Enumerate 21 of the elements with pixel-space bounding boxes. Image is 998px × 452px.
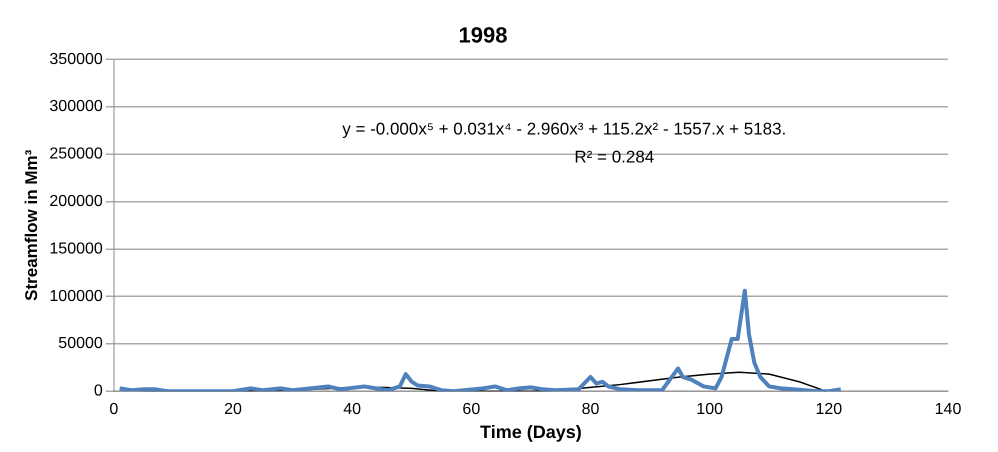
y-tick-label: 0	[94, 382, 103, 400]
x-tick-label: 80	[582, 401, 600, 418]
annotation: R² = 0.284	[574, 147, 654, 166]
y-tick-label: 250000	[49, 146, 103, 163]
x-tick-label: 120	[815, 401, 842, 418]
x-tick-label: 40	[343, 401, 362, 418]
y-tick-label: 50000	[58, 335, 103, 352]
y-axis-title: Streamflow in Mm³	[22, 149, 41, 301]
x-tick-label: 0	[109, 401, 118, 418]
y-tick-label: 300000	[49, 98, 103, 116]
x-tick-label: 140	[934, 401, 962, 418]
x-tick-label: 100	[696, 401, 724, 418]
y-tick-label: 150000	[49, 240, 103, 258]
annotation: y = -0.000x⁵ + 0.031x⁴ - 2.960x³ + 115.2x² - 1557.x + 5183.	[342, 119, 786, 138]
chart-title: 1998	[458, 22, 508, 48]
y-tick-label: 350000	[49, 50, 103, 68]
x-tick-label: 20	[224, 401, 242, 418]
y-tick-label: 200000	[49, 193, 103, 210]
x-tick-label: 60	[462, 401, 480, 418]
x-axis-title: Time (Days)	[480, 422, 582, 442]
y-tick-label: 100000	[49, 288, 103, 305]
